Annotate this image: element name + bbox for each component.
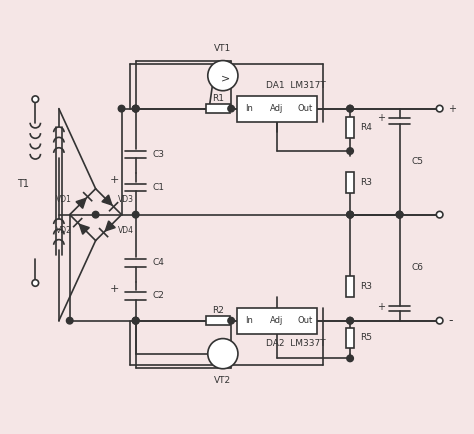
Text: VD2: VD2 xyxy=(55,226,72,235)
Text: C1: C1 xyxy=(152,183,164,192)
FancyBboxPatch shape xyxy=(237,95,317,122)
FancyBboxPatch shape xyxy=(346,276,355,297)
Text: -: - xyxy=(448,314,453,327)
Polygon shape xyxy=(79,224,89,234)
Circle shape xyxy=(396,211,403,218)
Text: +: + xyxy=(377,113,385,123)
Circle shape xyxy=(347,317,354,324)
Circle shape xyxy=(32,279,38,286)
Circle shape xyxy=(132,317,139,324)
Text: VT1: VT1 xyxy=(214,44,231,53)
Circle shape xyxy=(208,339,238,369)
Text: Adj: Adj xyxy=(270,104,284,113)
Circle shape xyxy=(208,61,238,91)
Circle shape xyxy=(396,211,403,218)
Circle shape xyxy=(347,105,354,112)
Polygon shape xyxy=(105,221,115,231)
Text: R3: R3 xyxy=(360,178,373,187)
Text: Adj: Adj xyxy=(270,316,284,325)
Circle shape xyxy=(347,211,354,218)
Text: In: In xyxy=(245,104,253,113)
Circle shape xyxy=(118,105,125,112)
FancyBboxPatch shape xyxy=(237,308,317,334)
Text: >: > xyxy=(220,73,230,83)
Circle shape xyxy=(437,317,443,324)
Circle shape xyxy=(132,317,139,324)
Circle shape xyxy=(347,211,354,218)
Text: C6: C6 xyxy=(411,263,423,272)
Circle shape xyxy=(132,317,139,324)
Text: C2: C2 xyxy=(152,291,164,300)
FancyBboxPatch shape xyxy=(206,316,230,326)
Circle shape xyxy=(396,211,403,218)
Text: R2: R2 xyxy=(212,306,224,315)
Text: C5: C5 xyxy=(411,157,423,166)
Text: +: + xyxy=(110,284,119,294)
Polygon shape xyxy=(102,195,112,205)
FancyBboxPatch shape xyxy=(346,117,355,138)
Text: R1: R1 xyxy=(212,94,224,103)
Circle shape xyxy=(228,105,235,112)
Circle shape xyxy=(347,105,354,112)
Text: In: In xyxy=(245,316,253,325)
Text: +: + xyxy=(110,175,119,185)
Circle shape xyxy=(132,105,139,112)
Circle shape xyxy=(347,148,354,155)
Text: C4: C4 xyxy=(152,258,164,267)
Text: DA2  LM337T: DA2 LM337T xyxy=(266,339,326,349)
Text: +: + xyxy=(377,302,385,312)
Text: VD1: VD1 xyxy=(55,194,72,204)
FancyBboxPatch shape xyxy=(206,104,230,113)
Circle shape xyxy=(92,211,99,218)
Text: +: + xyxy=(448,104,456,114)
Circle shape xyxy=(437,211,443,218)
Text: Out: Out xyxy=(298,104,313,113)
Circle shape xyxy=(347,355,354,362)
Text: VT2: VT2 xyxy=(214,376,231,385)
Circle shape xyxy=(132,105,139,112)
Text: C3: C3 xyxy=(152,150,164,159)
Circle shape xyxy=(347,211,354,218)
Circle shape xyxy=(32,96,38,102)
Circle shape xyxy=(437,105,443,112)
Circle shape xyxy=(66,317,73,324)
Text: T1: T1 xyxy=(17,179,28,189)
Circle shape xyxy=(347,317,354,324)
Polygon shape xyxy=(76,198,86,208)
FancyBboxPatch shape xyxy=(346,172,355,193)
Text: DA1  LM317T: DA1 LM317T xyxy=(266,81,326,90)
Circle shape xyxy=(132,105,139,112)
Text: R3: R3 xyxy=(360,282,373,291)
Text: R4: R4 xyxy=(360,123,373,132)
Text: R5: R5 xyxy=(360,333,373,342)
FancyBboxPatch shape xyxy=(346,328,355,349)
Text: VD3: VD3 xyxy=(118,194,134,204)
Circle shape xyxy=(228,317,235,324)
Text: Out: Out xyxy=(298,316,313,325)
Text: VD4: VD4 xyxy=(118,226,134,235)
Circle shape xyxy=(132,211,139,218)
